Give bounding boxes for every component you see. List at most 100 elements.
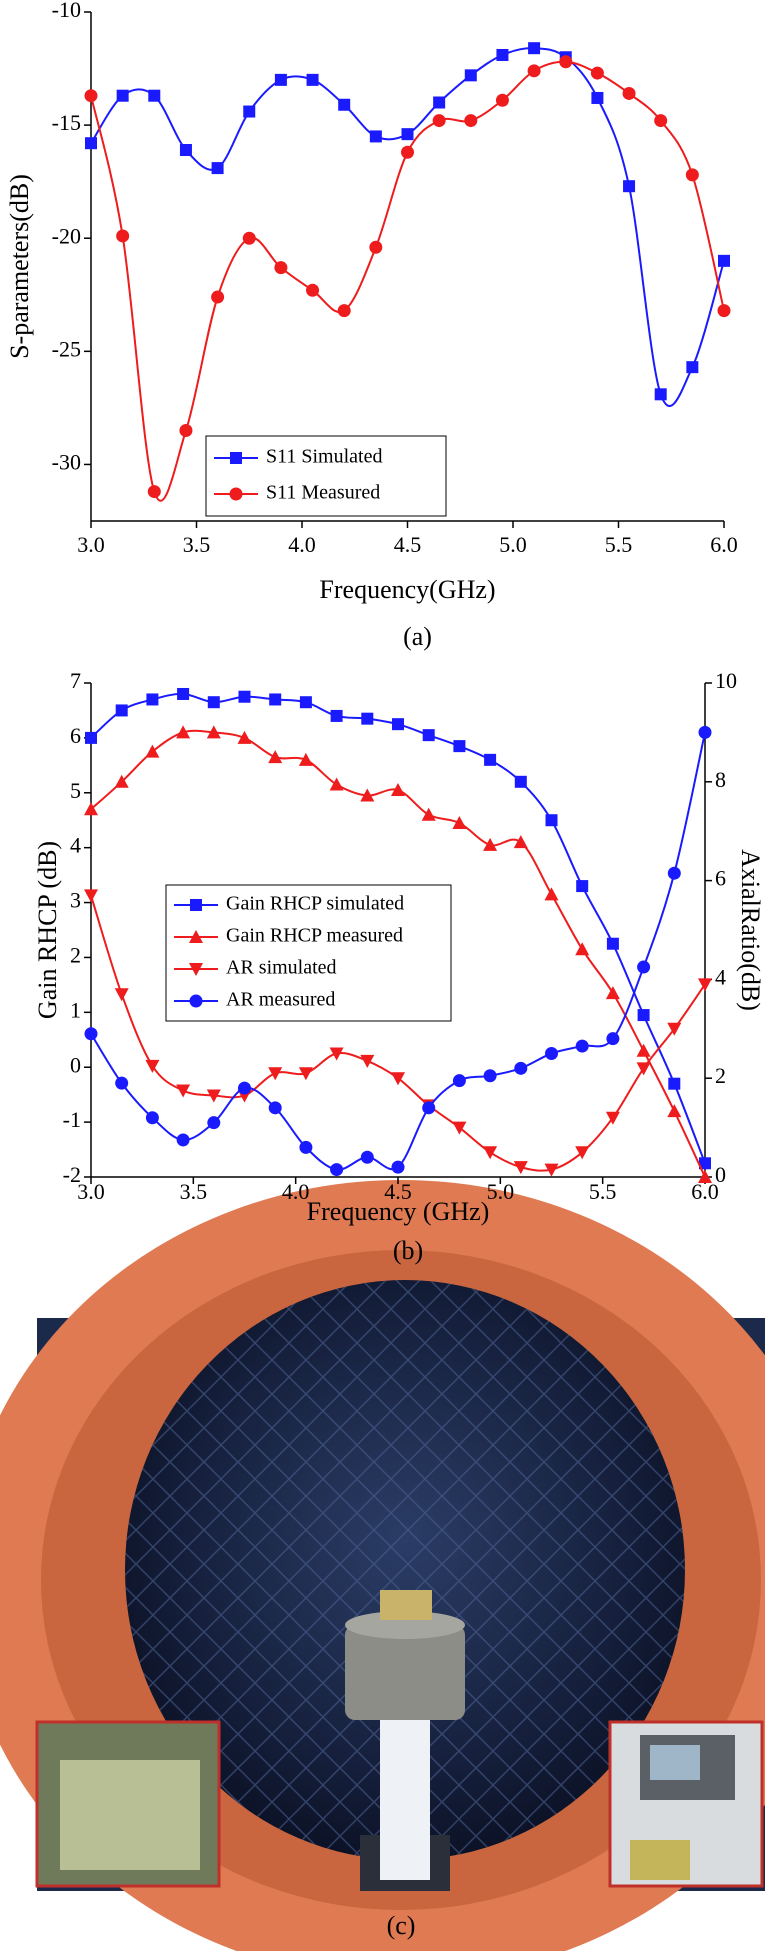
marker [391,1160,405,1174]
x-tick-label: 5.5 [589,1179,617,1204]
marker [452,1121,467,1135]
y-tick-label: -1 [63,1107,81,1132]
marker [229,487,243,501]
photo [0,1180,765,1951]
y2-tick-label: 10 [715,668,737,693]
marker [590,66,604,80]
marker [698,978,712,992]
legend-label: AR simulated [226,957,337,979]
marker [686,361,699,374]
marker [717,304,731,318]
marker [85,731,97,744]
y-tick-label: 2 [70,942,81,967]
y-tick-label: -20 [52,223,81,248]
marker [189,963,203,976]
x-tick-label: 5.0 [487,1179,515,1204]
marker [145,744,160,758]
marker [401,128,414,141]
y2-tick-label: 0 [715,1162,726,1187]
marker [148,89,161,102]
marker [337,304,351,318]
marker [575,1146,590,1160]
marker [452,1074,466,1088]
marker [179,424,193,438]
marker [269,693,282,706]
marker [145,1111,159,1125]
y-tick-label: 5 [70,778,81,803]
marker [330,1163,344,1177]
x-tick-label: 3.5 [183,532,211,557]
marker [528,42,541,55]
marker [654,388,667,401]
marker [206,1089,221,1103]
marker [145,1059,160,1073]
marker [84,802,98,816]
x-tick-label: 5.0 [499,532,527,557]
marker [433,96,446,109]
marker [207,1116,221,1130]
marker [268,1067,283,1081]
marker [299,1140,313,1154]
marker [545,1047,558,1060]
marker [496,48,509,61]
y-tick-label: -30 [52,449,81,474]
marker [274,261,288,275]
marker [115,1076,129,1090]
marker [116,229,130,243]
marker [306,283,320,297]
marker [527,64,541,78]
y-tick-label: 3 [70,888,81,913]
x-axis-label: Frequency (GHz) [307,1197,490,1226]
marker [544,1163,559,1177]
marker [513,835,528,849]
y-tick-label: -10 [52,0,81,22]
marker [464,69,477,82]
marker [483,1069,497,1083]
marker [189,994,203,1008]
marker [667,1104,682,1118]
y-tick-label: 6 [70,723,81,748]
marker [361,712,374,725]
marker [637,960,651,974]
series-line [90,60,725,502]
marker [483,837,498,851]
marker [605,1111,620,1125]
marker [484,753,497,766]
y-axis-label: Gain RHCP (dB) [33,841,62,1019]
x-tick-label: 4.0 [282,1179,310,1204]
marker [176,725,191,739]
marker [452,815,467,829]
marker [513,1161,528,1175]
x-tick-label: 4.0 [288,532,316,557]
x-axis-label: Frequency(GHz) [319,575,495,604]
marker [329,777,344,791]
marker [329,1047,344,1061]
marker [668,1077,681,1090]
marker [84,89,98,103]
marker [177,687,190,700]
caption: (b) [393,1236,423,1265]
marker [298,752,313,766]
y2-tick-label: 2 [715,1063,726,1088]
marker [637,1009,650,1022]
marker [243,105,256,118]
marker [699,1157,711,1170]
marker [369,130,382,143]
y-tick-label: -2 [63,1162,81,1187]
marker [85,137,97,150]
y-tick-label: 7 [70,668,81,693]
marker [495,93,509,107]
marker [432,114,446,128]
marker [268,750,283,764]
marker [176,1133,190,1147]
legend-box [205,435,447,517]
marker [514,1061,528,1075]
marker [146,693,159,706]
marker [667,866,681,880]
marker [360,1150,374,1164]
marker [544,887,559,901]
marker [575,942,590,956]
marker [179,143,192,156]
marker [115,704,128,717]
marker [360,788,375,802]
